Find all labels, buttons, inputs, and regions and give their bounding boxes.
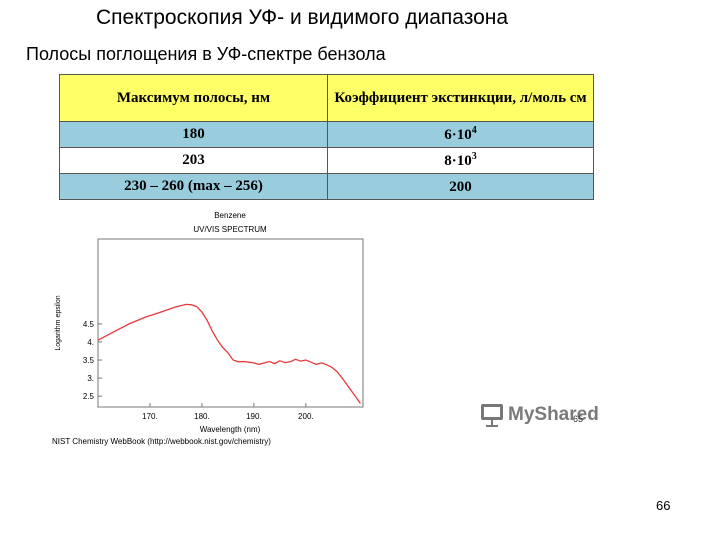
x-tick-label: 200. bbox=[298, 412, 314, 421]
header-extinction: Коэффициент экстинкции, л/моль см bbox=[327, 74, 594, 122]
y-tick-label: 4. bbox=[87, 338, 94, 347]
absorption-table: Максимум полосы, нм Коэффициент экстинкц… bbox=[59, 74, 594, 200]
x-axis-label: Wavelength (nm) bbox=[200, 425, 261, 434]
coef-base: 8·10 bbox=[444, 153, 472, 169]
watermark-text: MyShared bbox=[508, 404, 598, 425]
header-band-max: Максимум полосы, нм bbox=[59, 74, 328, 122]
coef-base: 200 bbox=[449, 179, 472, 195]
table-header-row: Максимум полосы, нм Коэффициент экстинкц… bbox=[59, 74, 594, 122]
cell-extinction: 6·104 bbox=[327, 121, 594, 148]
x-tick-label: 180. bbox=[194, 412, 210, 421]
cell-extinction: 8·103 bbox=[327, 147, 594, 174]
y-tick-label: 4.5 bbox=[83, 320, 95, 329]
table-row: 203 8·103 bbox=[59, 147, 594, 174]
page-number: 66 bbox=[656, 498, 671, 513]
cell-band-max: 230 – 260 (max – 256) bbox=[59, 173, 328, 200]
y-tick-label: 2.5 bbox=[83, 392, 95, 401]
source-credit: NIST Chemistry WebBook (http://webbook.n… bbox=[52, 437, 271, 446]
plot-frame bbox=[97, 238, 364, 408]
x-tick-label: 190. bbox=[246, 412, 262, 421]
y-axis: 2.5 3. 3.5 4. 4.5 bbox=[83, 320, 102, 401]
slide-subtitle: Полосы поглощения в УФ-спектре бензола bbox=[26, 44, 386, 64]
y-tick-label: 3.5 bbox=[83, 356, 95, 365]
slide-title: Спектроскопия УФ- и видимого диапазона bbox=[96, 6, 509, 29]
table-row: 180 6·104 bbox=[59, 121, 594, 148]
coef-exponent: 4 bbox=[471, 125, 477, 136]
presentation-icon bbox=[481, 404, 503, 427]
myshared-watermark: MyShared 65 bbox=[481, 404, 598, 427]
watermark-number: 65 bbox=[573, 414, 583, 424]
coef-base: 6·10 bbox=[444, 127, 472, 143]
y-tick-label: 3. bbox=[87, 374, 94, 383]
coef-exponent: 3 bbox=[471, 151, 477, 162]
cell-band-max: 203 bbox=[59, 147, 328, 174]
x-axis: 170. 180. 190. 200. bbox=[142, 403, 314, 421]
chart-title-line1: Benzene bbox=[214, 211, 246, 220]
cell-band-max: 180 bbox=[59, 121, 328, 148]
series-line bbox=[97, 303, 361, 404]
x-tick-label: 170. bbox=[142, 412, 158, 421]
cell-extinction: 200 bbox=[327, 173, 594, 200]
table-row: 230 – 260 (max – 256) 200 bbox=[59, 173, 594, 200]
benzene-spectrum-chart: Benzene UV/VIS SPECTRUM 170. 180. 190. 200.… bbox=[52, 211, 364, 446]
y-axis-label: Logarithm epsilon bbox=[55, 295, 62, 350]
chart-title-line2: UV/VIS SPECTRUM bbox=[193, 225, 267, 234]
